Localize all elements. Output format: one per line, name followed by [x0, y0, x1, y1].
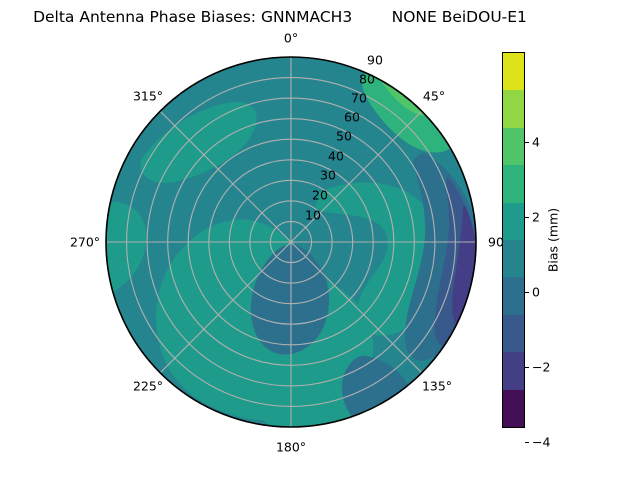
r-tick-10: 10 [305, 207, 321, 223]
colorbar-tick-label-n2: −2 [532, 359, 551, 375]
theta-tick-180: 180° [275, 439, 307, 455]
colorbar-tick-label-n4: −4 [532, 434, 551, 450]
theta-tick-315: 315° [132, 88, 164, 104]
r-tick-50: 50 [336, 128, 352, 144]
colorbar-band-9 [503, 389, 524, 427]
r-tick-80: 80 [359, 71, 375, 87]
r-tick-60: 60 [344, 109, 360, 125]
colorbar-band-0 [503, 53, 524, 91]
theta-tick-90: 90 [488, 234, 504, 250]
r-tick-90: 90 [367, 52, 383, 68]
colorbar-tick-line-2 [525, 217, 529, 218]
colorbar-band-6 [503, 277, 524, 315]
polar-outer-spine [105, 56, 477, 428]
theta-tick-270: 270° [69, 234, 101, 250]
colorbar-tick-label-2: 2 [532, 209, 540, 225]
polar-plot-svg [105, 56, 477, 428]
polar-grid-spokes [106, 57, 476, 427]
polar-axes [105, 56, 477, 428]
colorbar: 4 2 0 −2 −4 [502, 52, 550, 450]
theta-tick-45: 45° [422, 88, 446, 104]
colorbar-band-4 [503, 202, 524, 240]
contour-band-neg-center [250, 244, 329, 355]
contour-band-pos-e-ring [315, 182, 444, 336]
theta-tick-0: 0° [283, 30, 299, 46]
theta-tick-225: 225° [132, 378, 164, 394]
colorbar-tick-line-4 [525, 142, 529, 143]
r-tick-40: 40 [328, 148, 344, 164]
colorbar-band-1 [503, 90, 524, 128]
colorbar-tick-label-0: 0 [532, 284, 540, 300]
theta-tick-135: 135° [421, 378, 453, 394]
colorbar-band-2 [503, 127, 524, 166]
colorbar-axis-label: Bias (mm) [545, 207, 561, 273]
r-tick-30: 30 [320, 167, 336, 183]
contour-band-pos-s [240, 349, 363, 427]
colorbar-tick-line-n4 [525, 442, 529, 443]
colorbar-gradient [502, 52, 525, 428]
contour-band-pos-nw [140, 101, 257, 184]
colorbar-tick-line-n2 [525, 367, 529, 368]
colorbar-tick-line-0 [525, 292, 529, 293]
colorbar-band-7 [503, 314, 524, 353]
colorbar-band-5 [503, 239, 524, 278]
colorbar-band-8 [503, 352, 524, 390]
r-tick-20: 20 [312, 187, 328, 203]
colorbar-tick-label-4: 4 [532, 134, 540, 150]
contour-band-pos-w [106, 201, 147, 297]
r-tick-70: 70 [351, 90, 367, 106]
page-title: Delta Antenna Phase Biases: GNNMACH3 NON… [33, 8, 527, 26]
colorbar-band-3 [503, 165, 524, 203]
